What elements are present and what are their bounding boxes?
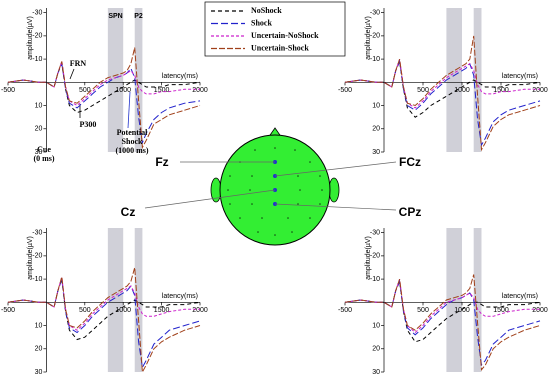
x-tick-label: -500 bbox=[338, 307, 352, 314]
legend-label: Shock bbox=[251, 18, 272, 27]
shaded-window bbox=[134, 228, 143, 372]
y-tick-label: 20 bbox=[372, 346, 380, 353]
x-tick-label: 1500 bbox=[154, 87, 170, 94]
y-axis-label: amplitude(µV) bbox=[365, 236, 372, 280]
x-tick-label: 1000 bbox=[115, 87, 131, 94]
y-tick-label: 20 bbox=[35, 346, 43, 353]
x-tick-label: 500 bbox=[79, 87, 91, 94]
y-tick-label: -30 bbox=[32, 229, 42, 236]
shaded-window bbox=[446, 8, 462, 152]
y-tick-label: -10 bbox=[370, 276, 380, 283]
shaded-window bbox=[107, 228, 124, 372]
y-tick-label: -30 bbox=[32, 9, 42, 16]
y-tick-label: 10 bbox=[372, 322, 380, 329]
series-line bbox=[7, 276, 200, 331]
electrode-label: Fz bbox=[155, 155, 168, 169]
x-tick-label: 1500 bbox=[154, 307, 170, 314]
x-tick-label: 500 bbox=[417, 87, 429, 94]
y-tick-label: -30 bbox=[370, 9, 380, 16]
y-tick-label: -20 bbox=[32, 33, 42, 40]
series-line bbox=[344, 35, 541, 152]
x-tick-label: 1000 bbox=[454, 87, 470, 94]
series-line bbox=[7, 278, 201, 341]
annotation: Shock bbox=[122, 137, 143, 146]
series-line bbox=[344, 279, 541, 343]
series-line bbox=[344, 59, 541, 147]
legend-label: Uncertain-Shock bbox=[251, 43, 309, 52]
annotation-arrows bbox=[69, 68, 131, 129]
x-axis-label: latency(ms) bbox=[162, 293, 198, 300]
shaded-window bbox=[473, 228, 482, 372]
series-line bbox=[344, 274, 541, 371]
x-tick-label: -500 bbox=[1, 87, 15, 94]
y-tick-label: 30 bbox=[372, 369, 380, 375]
x-tick-label: 1500 bbox=[493, 87, 509, 94]
series-line bbox=[344, 58, 540, 109]
x-tick-label: 1500 bbox=[493, 307, 509, 314]
y-tick-label: -20 bbox=[32, 253, 42, 260]
y-tick-label: 10 bbox=[35, 322, 43, 329]
y-tick-label: -10 bbox=[370, 56, 380, 63]
y-axis-label: amplitude(µV) bbox=[27, 16, 34, 60]
x-tick-label: -500 bbox=[1, 307, 15, 314]
legend-label: Uncertain-NoShock bbox=[251, 31, 319, 40]
y-tick-label: 20 bbox=[372, 126, 380, 133]
shaded-window bbox=[473, 8, 482, 152]
x-tick-label: 1000 bbox=[115, 307, 131, 314]
series-line bbox=[7, 267, 201, 374]
shaded-window bbox=[134, 8, 143, 152]
x-axis-label: latency(ms) bbox=[502, 73, 538, 80]
shaded-window bbox=[107, 8, 124, 152]
y-tick-label: -20 bbox=[370, 33, 380, 40]
annotation: P300 bbox=[80, 120, 97, 129]
y-tick-label: -10 bbox=[32, 276, 42, 283]
annotation: Cue bbox=[37, 145, 51, 154]
annotation: FRN bbox=[70, 59, 87, 68]
y-tick-label: -20 bbox=[370, 253, 380, 260]
y-tick-label: 10 bbox=[35, 102, 43, 109]
x-tick-label: 2000 bbox=[192, 87, 208, 94]
electrode-label: CPz bbox=[399, 205, 422, 219]
electrode-label: Cz bbox=[121, 205, 136, 219]
x-tick-label: 500 bbox=[417, 307, 429, 314]
x-tick-label: 1000 bbox=[454, 307, 470, 314]
x-tick-label: 500 bbox=[79, 307, 91, 314]
x-tick-label: 2000 bbox=[532, 307, 548, 314]
annotation: (1000 ms) bbox=[115, 146, 148, 155]
head-map bbox=[144, 127, 397, 246]
y-tick-label: 30 bbox=[372, 149, 380, 156]
y-tick-label: 20 bbox=[35, 126, 43, 133]
y-tick-label: -30 bbox=[370, 229, 380, 236]
x-axis-label: latency(ms) bbox=[502, 293, 538, 300]
x-tick-label: 2000 bbox=[192, 307, 208, 314]
y-axis-label: amplitude(µV) bbox=[27, 236, 34, 280]
y-tick-label: 10 bbox=[372, 102, 380, 109]
y-tick-label: 30 bbox=[35, 149, 43, 156]
y-tick-label: 30 bbox=[35, 369, 43, 375]
annotation: (0 ms) bbox=[33, 154, 54, 163]
series-line bbox=[344, 279, 541, 367]
legend-label: NoShock bbox=[251, 6, 282, 15]
series-line bbox=[7, 47, 201, 150]
y-tick-label: -10 bbox=[32, 56, 42, 63]
x-axis-label: latency(ms) bbox=[162, 73, 198, 80]
y-axis-label: amplitude(µV) bbox=[365, 16, 372, 60]
annotation: Potential bbox=[117, 128, 148, 137]
window-label: SPN bbox=[108, 13, 122, 20]
x-tick-label: 2000 bbox=[532, 87, 548, 94]
electrode-label: FCz bbox=[399, 155, 421, 169]
window-label: P2 bbox=[134, 13, 143, 20]
x-tick-label: -500 bbox=[338, 87, 352, 94]
